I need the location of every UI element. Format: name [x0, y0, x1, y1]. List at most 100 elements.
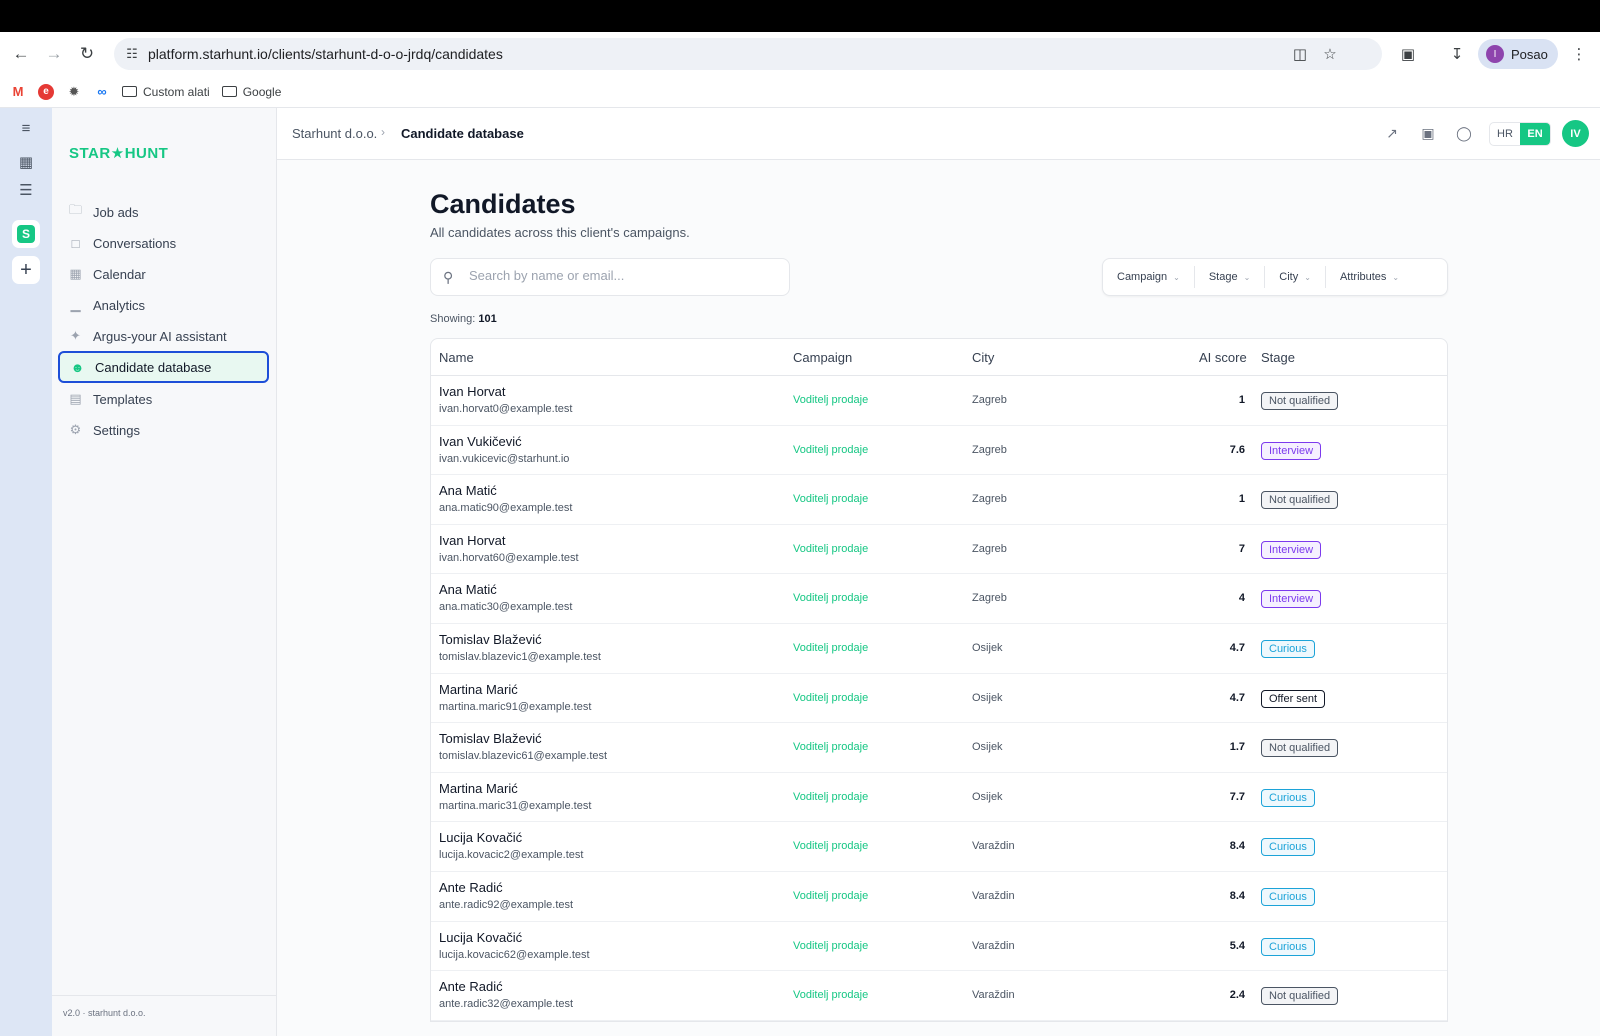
campaign-link[interactable]: Voditelj prodaje — [793, 939, 869, 952]
column-header-name[interactable]: Name — [439, 350, 474, 365]
bookmark-star-icon[interactable]: ☆ — [1323, 46, 1337, 63]
candidate-name[interactable]: Tomislav Blažević — [439, 731, 542, 747]
candidate-name[interactable]: Tomislav Blažević — [439, 631, 542, 647]
campaign-link[interactable]: Voditelj prodaje — [793, 889, 869, 902]
column-header-stage[interactable]: Stage — [1261, 350, 1295, 365]
site-settings-icon[interactable]: ☷ — [126, 46, 138, 61]
table-row[interactable]: Ante Radić ante.radic92@example.test Vodit… — [431, 872, 1447, 922]
download-icon[interactable]: ↧ — [1450, 46, 1464, 63]
sidebar-item-conversations[interactable]: □ Conversations — [58, 227, 269, 259]
collapse-menu-icon[interactable]: ≡ — [21, 119, 31, 137]
candidate-name[interactable]: Ivan Horvat — [439, 384, 506, 399]
bookmark-e[interactable]: e — [38, 83, 54, 100]
column-header-ai-score[interactable]: AI score — [1199, 350, 1247, 365]
lang-en-button[interactable]: EN — [1520, 123, 1550, 145]
bookmark-openai[interactable]: ✹ — [66, 84, 82, 100]
user-avatar[interactable]: IV — [1562, 120, 1589, 147]
sidebar-item-label: Candidate database — [95, 359, 212, 375]
address-bar[interactable]: ☷ platform.starhunt.io/clients/starhunt-… — [114, 38, 1382, 70]
campaign-link[interactable]: Voditelj prodaje — [793, 394, 869, 406]
ai-score: 7.7 — [1229, 790, 1245, 803]
campaign-link[interactable]: Voditelj prodaje — [793, 542, 869, 555]
table-row[interactable]: Lucija Kovačić lucija.kovacic62@example.t… — [431, 922, 1447, 972]
sidebar-item-templates[interactable]: ▤ Templates — [58, 383, 269, 415]
table-row[interactable]: Ana Matić ana.matic90@example.test Voditel… — [431, 475, 1447, 525]
search-box: ⚲ — [430, 258, 790, 296]
breadcrumb-client[interactable]: Starhunt d.o.o. — [292, 126, 378, 141]
forward-arrow-icon[interactable]: → — [45, 44, 63, 63]
devices-icon[interactable]: ▣ — [1421, 124, 1435, 141]
grid-icon[interactable]: ▦ — [18, 154, 34, 171]
browser-toolbar: ← → ↻ ☷ platform.starhunt.io/clients/sta… — [0, 32, 1600, 76]
candidate-name[interactable]: Ivan Horvat — [439, 532, 506, 548]
add-app-button[interactable]: + — [12, 256, 40, 284]
candidate-name[interactable]: Martina Marić — [439, 681, 518, 697]
bar-chart-icon: ▁ — [70, 297, 81, 312]
campaign-link[interactable]: Voditelj prodaje — [793, 592, 869, 605]
campaign-link[interactable]: Voditelj prodaje — [793, 790, 869, 803]
browser-menu-icon[interactable]: ⋮ — [1571, 46, 1587, 63]
reload-icon[interactable]: ↻ — [79, 44, 95, 63]
filter-stage[interactable]: Stage ⌄ — [1195, 266, 1266, 288]
campaign-link[interactable]: Voditelj prodaje — [793, 989, 869, 1002]
campaign-link[interactable]: Voditelj prodaje — [793, 741, 869, 754]
bookmark-meta[interactable]: ∞ — [94, 84, 110, 100]
campaign-link[interactable]: Voditelj prodaje — [793, 493, 869, 506]
candidate-name[interactable]: Ante Radić — [439, 879, 503, 895]
url-text[interactable]: platform.starhunt.io/clients/starhunt-d-… — [148, 46, 503, 62]
candidate-email: lucija.kovacic62@example.test — [439, 948, 590, 961]
candidate-name[interactable]: Ante Radić — [439, 979, 503, 995]
search-input[interactable] — [469, 268, 769, 283]
candidate-name[interactable]: Lucija Kovačić — [439, 929, 523, 945]
chevron-down-icon: ⌄ — [1243, 272, 1251, 282]
table-row[interactable]: Tomislav Blažević tomislav.blazevic1@exam… — [431, 624, 1447, 674]
external-link-icon[interactable]: ↗ — [1386, 124, 1398, 141]
starhunt-logo[interactable]: STAR★HUNT — [69, 145, 169, 162]
sidebar-item-analytics[interactable]: ▁ Analytics — [58, 289, 269, 321]
candidate-name[interactable]: Lucija Kovačić — [439, 830, 523, 846]
table-row[interactable]: Martina Marić martina.maric91@example.tes… — [431, 674, 1447, 724]
candidate-name[interactable]: Ana Matić — [439, 582, 497, 598]
stage-badge: Offer sent — [1261, 689, 1326, 708]
filter-city[interactable]: City ⌄ — [1265, 266, 1326, 288]
search-list-icon[interactable]: ☰ — [19, 182, 33, 199]
extensions-icon[interactable]: ▣ — [1400, 46, 1416, 63]
lightbulb-icon[interactable]: ◯ — [1456, 124, 1472, 141]
bookmark-gmail[interactable]: M — [10, 84, 26, 100]
filter-campaign[interactable]: Campaign ⌄ — [1103, 266, 1195, 288]
candidate-name[interactable]: Ivan Vukičević — [439, 433, 522, 449]
campaign-link[interactable]: Voditelj prodaje — [793, 443, 869, 456]
sidebar-item-settings[interactable]: ⚙ Settings — [58, 414, 269, 446]
campaign-link[interactable]: Voditelj prodaje — [793, 691, 869, 704]
table-row[interactable]: Ana Matić ana.matic30@example.test Voditel… — [431, 574, 1447, 624]
bookmark-folder-google[interactable]: Google — [221, 85, 281, 99]
candidate-name[interactable]: Martina Marić — [439, 780, 518, 796]
campaign-link[interactable]: Voditelj prodaje — [793, 840, 869, 853]
sidebar-item-job-ads[interactable]: 🗀 Job ads — [58, 196, 269, 228]
table-row[interactable]: Ivan Horvat ivan.horvat0@example.test Vodi… — [431, 376, 1447, 426]
sidebar-item-calendar[interactable]: ▦ Calendar — [58, 258, 269, 290]
table-row[interactable]: Lucija Kovačić lucija.kovacic2@example.te… — [431, 822, 1447, 872]
table-row[interactable]: Martina Marić martina.maric31@example.tes… — [431, 773, 1447, 823]
sidebar-item-candidate-database[interactable]: ☻ Candidate database — [58, 351, 269, 383]
table-row[interactable]: Ante Radić ante.radic32@example.test Vodit… — [431, 971, 1447, 1021]
filter-attributes[interactable]: Attributes ⌄ — [1339, 271, 1400, 283]
table-row[interactable]: Ivan Horvat ivan.horvat60@example.test Vod… — [431, 525, 1447, 575]
install-app-icon[interactable]: ◫ — [1292, 46, 1308, 63]
stage-badge: Not qualified — [1261, 491, 1339, 510]
campaign-link[interactable]: Voditelj prodaje — [793, 641, 869, 654]
lang-hr-button[interactable]: HR — [1497, 128, 1513, 140]
candidate-name[interactable]: Ana Matić — [439, 483, 497, 499]
profile-chip[interactable]: I Posao — [1478, 39, 1558, 69]
stage-badge: Curious — [1261, 788, 1315, 807]
table-row[interactable]: Ivan Vukičević ivan.vukicevic@starhunt.io… — [431, 426, 1447, 476]
bookmark-folder-custom-alati[interactable]: Custom alati — [122, 85, 210, 99]
starhunt-app-button[interactable]: S — [12, 220, 40, 248]
language-switcher: HR EN — [1489, 122, 1551, 146]
back-arrow-icon[interactable]: ← — [12, 44, 30, 63]
table-row[interactable]: Tomislav Blažević tomislav.blazevic61@exa… — [431, 723, 1447, 773]
sidebar-item-argus[interactable]: ✦ Argus-your AI assistant — [58, 320, 269, 352]
column-header-campaign[interactable]: Campaign — [793, 350, 853, 365]
candidate-city: Osijek — [972, 691, 1003, 704]
column-header-city[interactable]: City — [972, 350, 995, 365]
